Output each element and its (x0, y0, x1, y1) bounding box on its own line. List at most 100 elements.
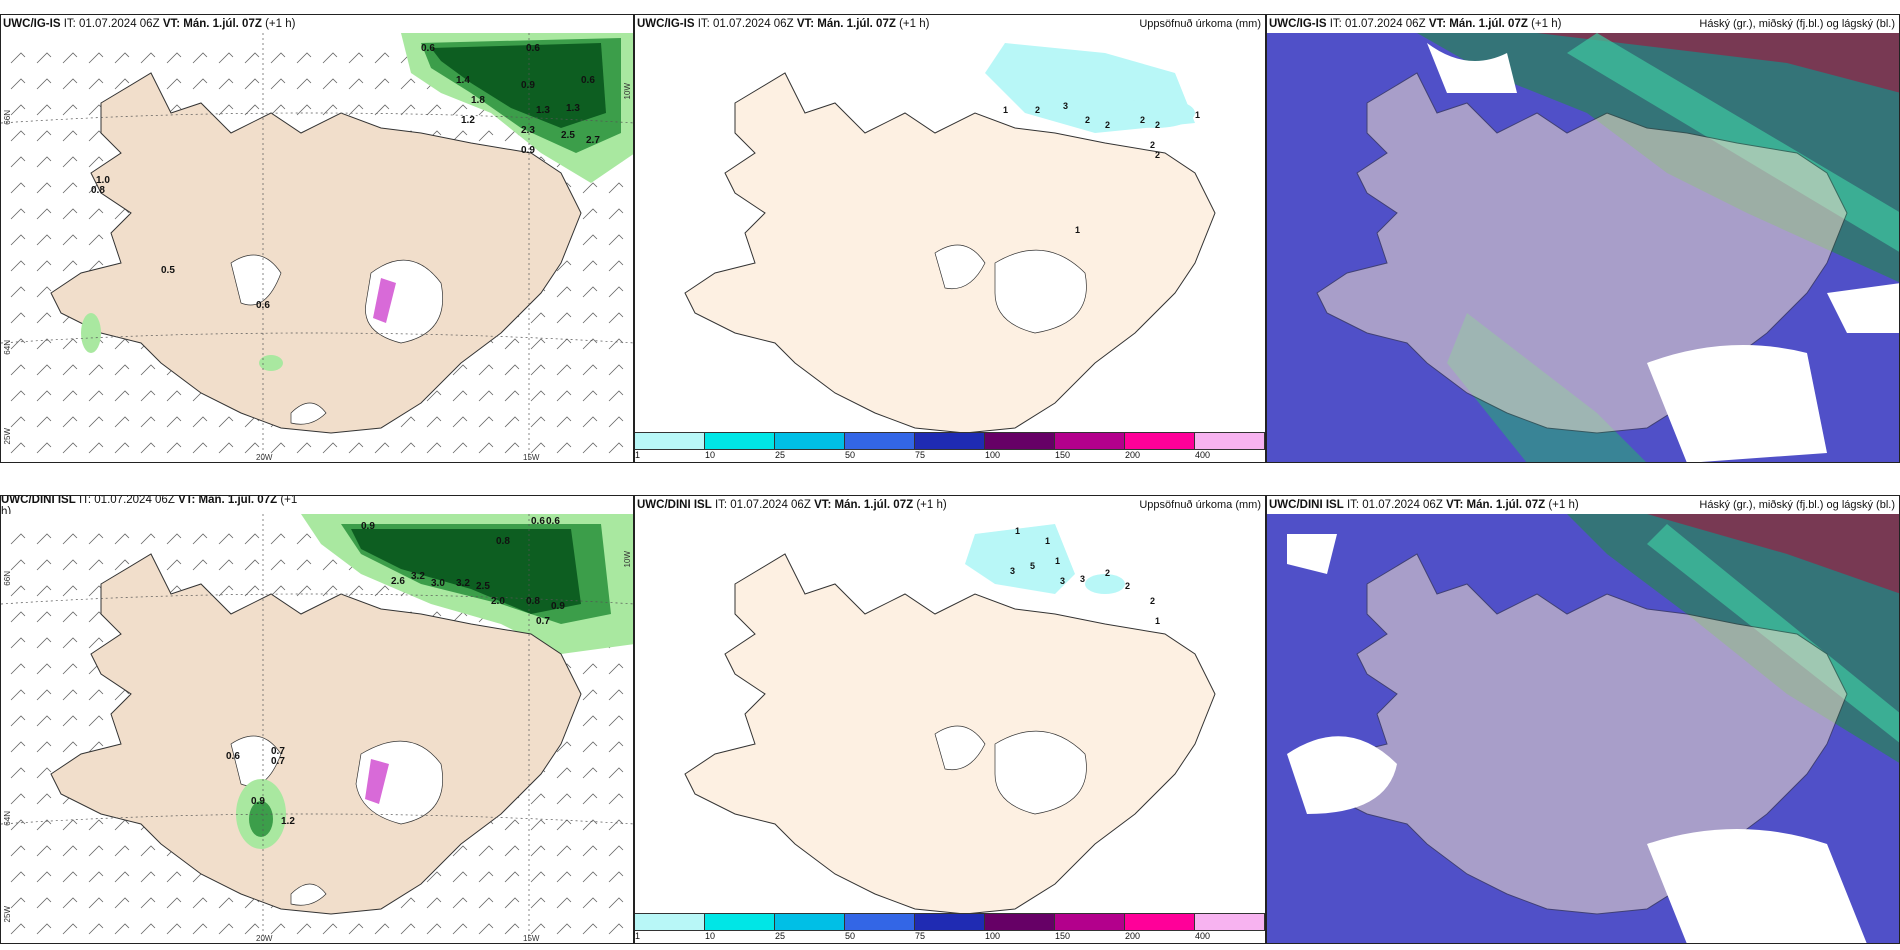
precip-value-label: 2 (1150, 596, 1155, 606)
panel-title: Háský (gr.), miðský (fj.bl.) og lágský (… (1699, 18, 1895, 30)
colorbar-label: 10 (704, 931, 715, 941)
precip-value-label: 2 (1085, 115, 1090, 125)
precip-value-label: 0.6 (531, 516, 545, 527)
precip-value-label: 0.9 (521, 145, 535, 156)
colorbar-swatch (845, 914, 915, 930)
precip-value-label: 5 (1030, 561, 1035, 571)
precip-value-label: 0.6 (421, 43, 435, 54)
colorbar: 1 10 25 50 75 100 150 200 400 (635, 432, 1265, 462)
colorbar-label: 25 (774, 931, 785, 941)
precip-value-label: 2.5 (476, 581, 490, 592)
valid-time: VT: Mán. 1.júl. 07Z (1428, 18, 1528, 30)
panel-title: Háský (gr.), miðský (fj.bl.) og lágský (… (1699, 499, 1895, 511)
colorbar-swatch (915, 914, 985, 930)
lead-time: (+1 h) (899, 18, 930, 30)
colorbar-label: 400 (1194, 931, 1211, 941)
precip-value-label: 3 (1010, 566, 1015, 576)
lead-time-wrap: h) (1, 506, 12, 518)
colorbar-swatch (1195, 433, 1265, 449)
colorbar-swatch (1125, 433, 1195, 449)
colorbar-swatch (775, 914, 845, 930)
lon-label-15w: 15W (523, 453, 540, 462)
precip-value-label: 0.7 (271, 746, 285, 757)
colorbar-swatch (1055, 914, 1125, 930)
colorbar-swatch (775, 433, 845, 449)
colorbar-label: 200 (1125, 931, 1141, 941)
valid-time: VT: Mán. 1.júl. 07Z (814, 499, 914, 511)
colorbar-label: 400 (1194, 450, 1211, 460)
precip-value-label: 0.6 (581, 75, 595, 86)
precip-value-label: 1.0 (96, 175, 110, 186)
map-wind-precip: 0.9 0.6 0.60.82.6 3.23.0 3.2 2.52.0 0.8 0.90.70… (1, 514, 633, 943)
precip-value-label: 1 (1055, 556, 1060, 566)
colorbar-label: 75 (914, 931, 925, 941)
precip-value-label: 2 (1035, 105, 1040, 115)
precip-value-label: 0.7 (536, 616, 550, 627)
colorbar-swatch (1195, 914, 1265, 930)
colorbar-label: 100 (985, 931, 1001, 941)
colorbar-label: 150 (1055, 931, 1071, 941)
colorbar-swatch (635, 433, 705, 449)
valid-time: VT: Mán. 1.júl. 07Z (1446, 499, 1546, 511)
precip-value-label: 2 (1150, 140, 1155, 150)
colorbar-swatch (985, 914, 1055, 930)
map-wind-precip: 0.6 0.61.41.80.9 0.61.21.3 1.32.3 2.5 2.70.91… (1, 33, 633, 462)
panel-header: UWC/IG-IS IT: 01.07.2024 06Z VT: Mán. 1.… (637, 18, 929, 30)
map-clouds (1267, 33, 1899, 462)
precip-value-label: 1.8 (471, 95, 485, 106)
colorbar: 1 10 25 50 75 100 150 200 400 (635, 913, 1265, 943)
colorbar-label: 200 (1125, 450, 1141, 460)
precip-value-label: 0.5 (161, 265, 175, 276)
colorbar-swatch (1055, 433, 1125, 449)
init-time: IT: 01.07.2024 06Z (714, 499, 811, 511)
colorbar-swatch (635, 914, 705, 930)
precip-value-label: 1.2 (281, 816, 295, 827)
valid-time: VT: Mán. 1.júl. 07Z (178, 495, 278, 506)
panel-header: UWC/IG-IS IT: 01.07.2024 06Z VT: Mán. 1.… (3, 18, 295, 30)
panel-clouds-dini: UWC/DINI ISL IT: 01.07.2024 06Z VT: Mán.… (1266, 495, 1900, 944)
model-name: UWC/DINI ISL (637, 499, 712, 511)
precip-value-label: 3 (1060, 576, 1065, 586)
panel-wind-precip-igis: UWC/IG-IS IT: 01.07.2024 06Z VT: Mán. 1.… (0, 14, 634, 463)
lon-label-25w: 25W (3, 906, 12, 923)
precip-value-label: 0.9 (521, 80, 535, 91)
precip-value-label: 0.6 (526, 43, 540, 54)
precip-value-label: 2 (1155, 120, 1160, 130)
colorbar-swatch (985, 433, 1055, 449)
precip-value-label: 0.9 (551, 601, 565, 612)
colorbar-swatch (915, 433, 985, 449)
precip-value-label: 0.7 (271, 756, 285, 767)
precip-value-label: 0.6 (546, 516, 560, 527)
precip-value-label: 2 (1105, 120, 1110, 130)
colorbar-swatch (705, 914, 775, 930)
precip-value-label: 0.8 (526, 596, 540, 607)
precip-value-label: 1 (1015, 526, 1020, 536)
precip-value-label: 0.9 (251, 796, 265, 807)
precip-value-label: 1 (1155, 616, 1160, 626)
precip-value-label: 2 (1140, 115, 1145, 125)
precip-value-label: 1.2 (461, 115, 475, 126)
valid-time: VT: Mán. 1.júl. 07Z (796, 18, 896, 30)
colorbar-label: 50 (845, 450, 856, 460)
precip-value-label: 3 (1063, 101, 1068, 111)
precip-value-label: 2.0 (491, 596, 505, 607)
lon-label-15w: 15W (523, 934, 540, 943)
lon-label-20w: 20W (256, 453, 273, 462)
panel-header: UWC/IG-IS IT: 01.07.2024 06Z VT: Mán. 1.… (1269, 18, 1561, 30)
lead-time: (+1 (280, 495, 298, 506)
init-time: IT: 01.07.2024 06Z (1346, 499, 1443, 511)
map-clouds (1267, 514, 1899, 943)
init-time: IT: 01.07.2024 06Z (78, 495, 175, 506)
precip-value-label: 2 (1125, 581, 1130, 591)
precip-value-label: 1 (1045, 536, 1050, 546)
lon-label-10w: 10W (623, 551, 632, 568)
precip-value-label: 2 (1155, 150, 1160, 160)
precip-value-label: 1 (1003, 105, 1008, 115)
model-name: UWC/IG-IS (3, 18, 61, 30)
lat-label-66n: 66N (3, 110, 12, 125)
panel-precip-igis: UWC/IG-IS IT: 01.07.2024 06Z VT: Mán. 1.… (634, 14, 1266, 463)
colorbar-swatch (845, 433, 915, 449)
precip-value-label: 2.7 (586, 135, 600, 146)
